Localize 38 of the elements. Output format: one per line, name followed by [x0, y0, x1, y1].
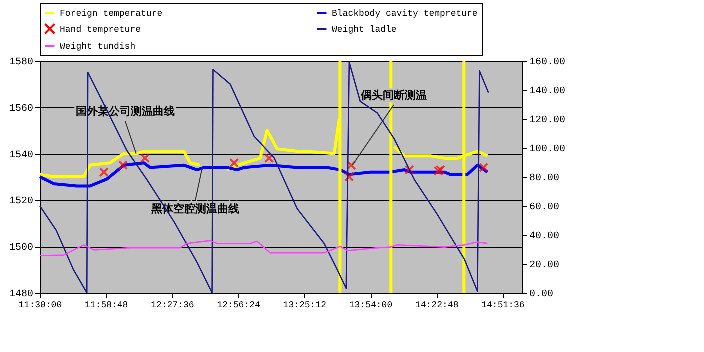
y2-tick-label: 100.00	[530, 144, 566, 156]
point	[346, 160, 356, 170]
legend-label: Foreign temperature	[60, 9, 163, 19]
legend-label: Weight tundish	[60, 42, 136, 52]
point	[99, 167, 109, 178]
y-tick-label: 1540	[9, 150, 34, 162]
y-tick-label: 1560	[9, 104, 34, 115]
y2-tick-label: 20.00	[530, 260, 560, 272]
x-tick-label: 11:30:00	[18, 300, 62, 310]
y2-tick-label: 160.00	[530, 58, 566, 68]
x-tick-label: 14:22:48	[416, 300, 459, 310]
point	[264, 154, 274, 164]
point	[229, 158, 240, 168]
point	[344, 172, 354, 182]
x-tick-label: 12:27:36	[151, 300, 194, 310]
y-tick-label: 1520	[9, 196, 34, 208]
y2-tick-label: 120.00	[530, 116, 566, 126]
y2-tick-label: 80.00	[530, 174, 560, 184]
point	[118, 160, 128, 170]
point	[140, 154, 150, 164]
legend-label: Weight ladle	[332, 25, 397, 35]
x-tick-label: 13:25:12	[283, 300, 327, 310]
point	[478, 162, 489, 173]
y2-tick-label: 140.00	[530, 86, 566, 98]
y-tick-label: 1580	[9, 58, 34, 68]
legend-label: Blackbody cavity tempreture	[332, 9, 478, 19]
legend-label: Hand tempreture	[60, 25, 142, 35]
y2-tick-label: 0.00	[530, 290, 554, 300]
y2-tick-label: 60.00	[530, 202, 560, 214]
y-tick-label: 1480	[9, 290, 34, 300]
x-tick-label: 12:56:24	[217, 300, 260, 310]
point	[404, 165, 414, 175]
y2-tick-label: 40.00	[530, 232, 560, 242]
x-tick-label: 14:51:36	[482, 300, 525, 310]
y-tick-label: 1500	[9, 243, 34, 254]
line-series	[39, 240, 488, 257]
x-tick-label: 11:58:48	[84, 300, 128, 310]
x-tick-label: 13:54:00	[349, 300, 393, 310]
